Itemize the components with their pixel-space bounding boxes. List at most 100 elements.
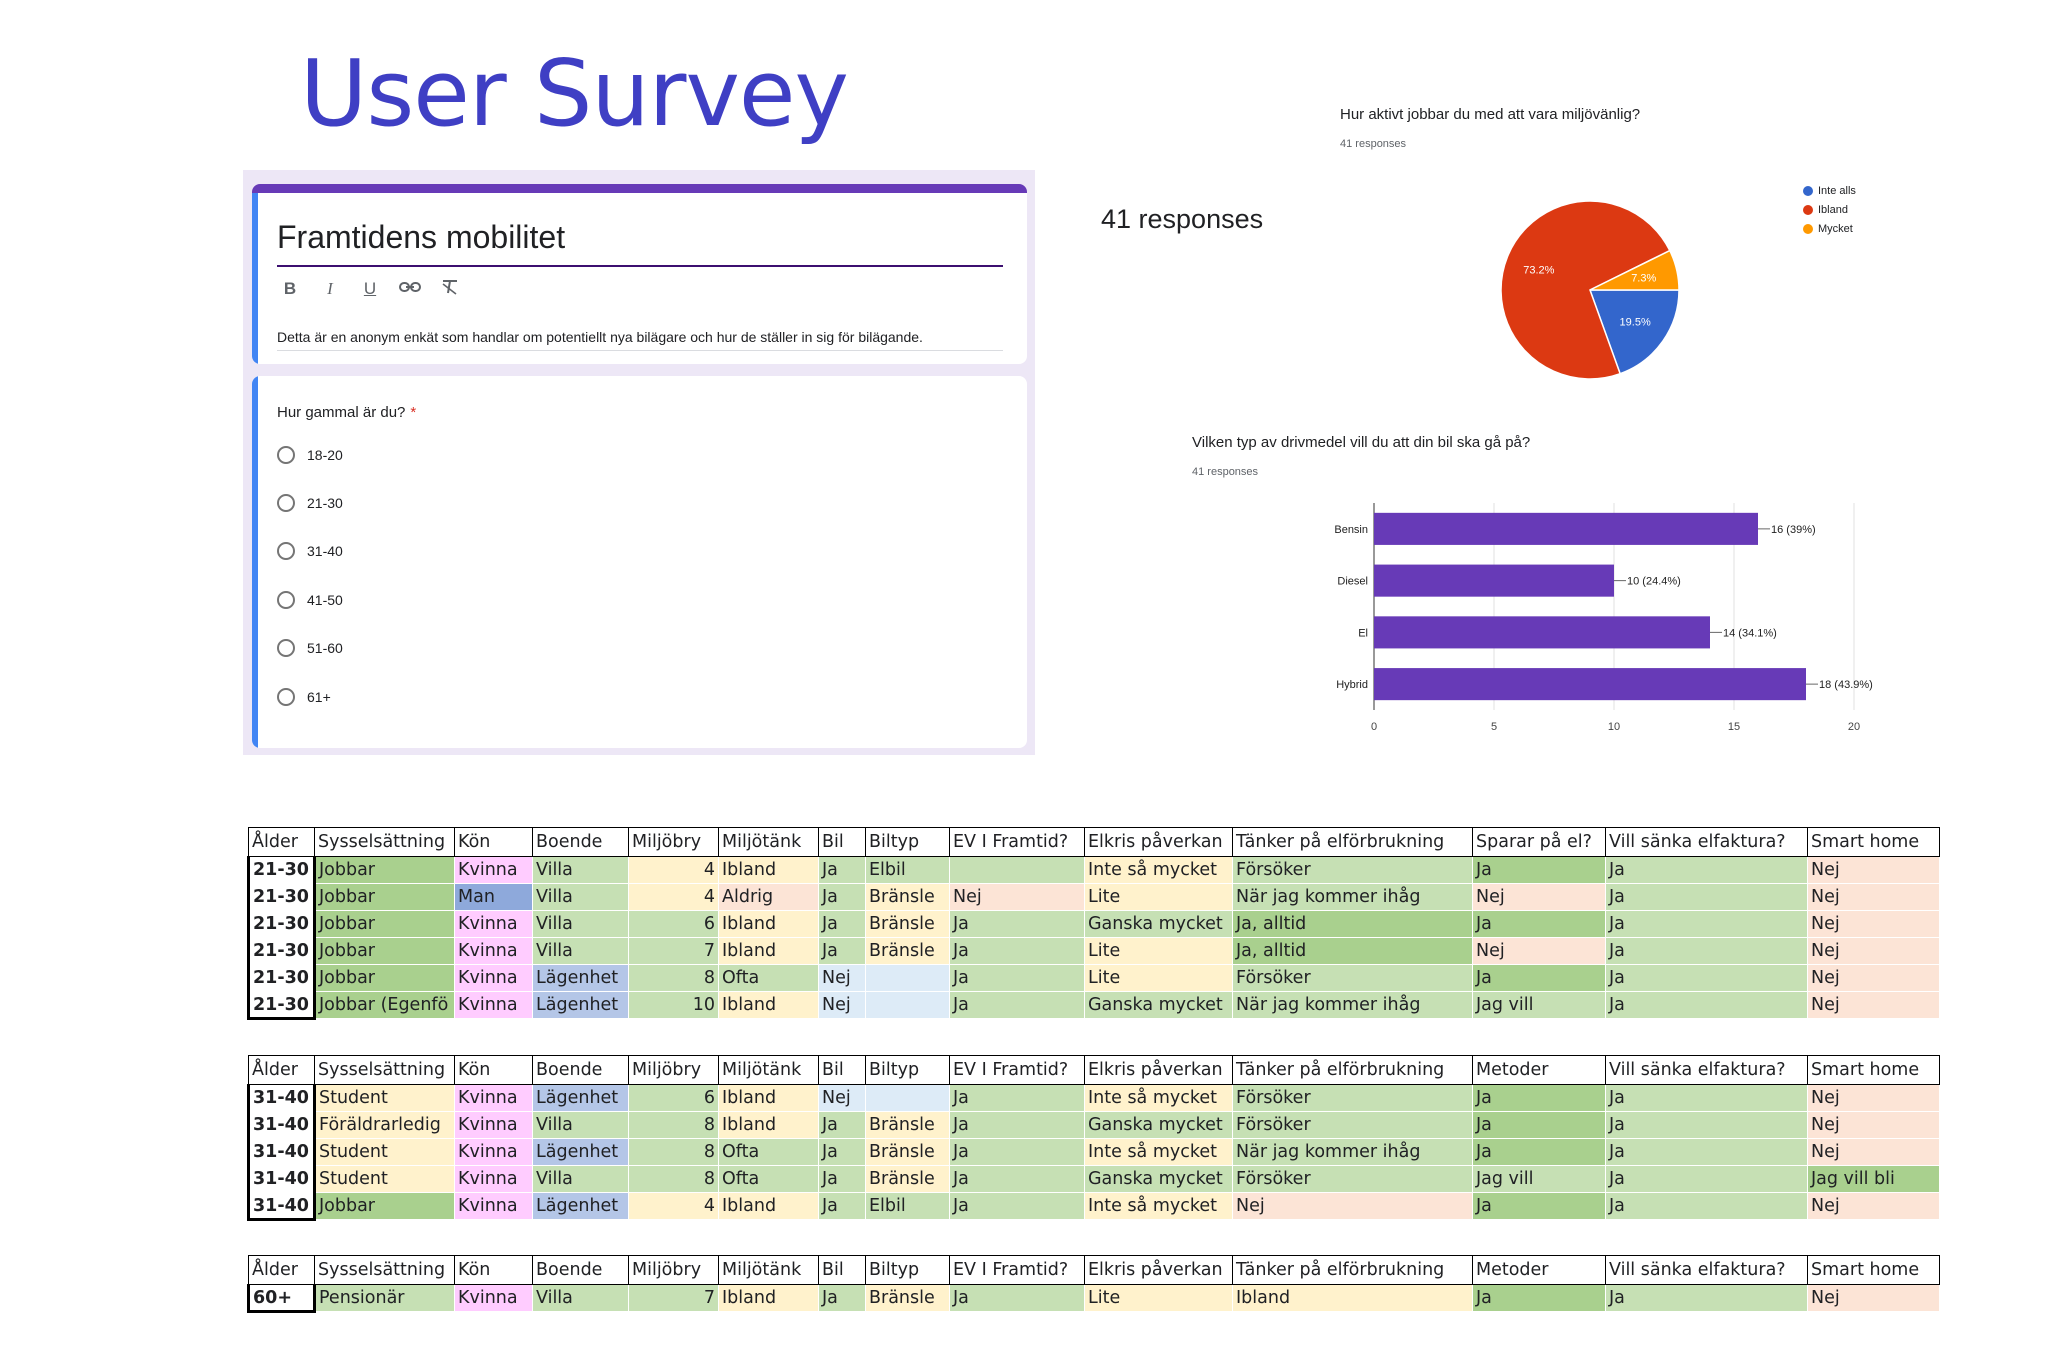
table-cell[interactable]: Ja	[1605, 883, 1808, 911]
table-cell[interactable]	[865, 1084, 950, 1112]
table-cell[interactable]: Elbil	[865, 856, 950, 884]
table-cell[interactable]: 7	[628, 1284, 719, 1312]
radio-icon[interactable]	[277, 446, 295, 464]
table-cell[interactable]: Lägenhet	[532, 964, 629, 992]
table-cell[interactable]: Ja	[818, 883, 866, 911]
table-cell[interactable]: Ganska mycket	[1084, 910, 1233, 938]
bold-icon[interactable]: B	[283, 279, 297, 298]
radio-icon[interactable]	[277, 639, 295, 657]
table-cell[interactable]: Ja	[1605, 1284, 1808, 1312]
table-cell[interactable]: Jobbar	[314, 1192, 455, 1220]
table-cell[interactable]: Kvinna	[454, 910, 533, 938]
form-title[interactable]: Framtidens mobilitet	[277, 219, 566, 255]
column-header[interactable]: EV I Framtid?	[949, 1055, 1085, 1085]
column-header[interactable]: Biltyp	[865, 1055, 950, 1085]
table-cell[interactable]: Ja	[1472, 1138, 1606, 1166]
column-header[interactable]: Tänker på elförbrukning	[1232, 1255, 1473, 1285]
table-cell[interactable]: Ja	[1472, 910, 1606, 938]
table-cell[interactable]: Nej	[1807, 991, 1940, 1019]
table-cell[interactable]: Ganska mycket	[1084, 1165, 1233, 1193]
column-header[interactable]: Sparar på el?	[1472, 827, 1606, 857]
table-cell[interactable]: Ja	[1605, 991, 1808, 1019]
table-cell[interactable]: Ja	[1472, 1192, 1606, 1220]
table-cell[interactable]: Jag vill	[1472, 991, 1606, 1019]
table-cell[interactable]: Ofta	[718, 1165, 819, 1193]
table-cell[interactable]: Jag vill	[1472, 1165, 1606, 1193]
table-cell[interactable]: Pensionär	[314, 1284, 455, 1312]
column-header[interactable]: Boende	[532, 1055, 629, 1085]
table-cell[interactable]: 6	[628, 1084, 719, 1112]
table-cell[interactable]: Lite	[1084, 964, 1233, 992]
table-cell[interactable]: Ja	[949, 991, 1085, 1019]
table-cell[interactable]: Ja	[949, 1284, 1085, 1312]
table-cell[interactable]: Jobbar	[314, 883, 455, 911]
column-header[interactable]: Ålder	[248, 1055, 315, 1085]
table-cell[interactable]: Inte så mycket	[1084, 1192, 1233, 1220]
option-61-plus[interactable]: 61+	[277, 688, 331, 706]
column-header[interactable]: Elkris påverkan	[1084, 1055, 1233, 1085]
table-cell[interactable]: Ja	[1605, 1084, 1808, 1112]
table-cell[interactable]: Kvinna	[454, 1192, 533, 1220]
table-cell[interactable]: Ja	[1472, 1111, 1606, 1139]
table-cell[interactable]: Ja	[818, 1192, 866, 1220]
table-cell[interactable]: Villa	[532, 883, 629, 911]
radio-icon[interactable]	[277, 542, 295, 560]
table-cell[interactable]: Kvinna	[454, 1165, 533, 1193]
table-cell[interactable]: Villa	[532, 910, 629, 938]
table-cell[interactable]: Bränsle	[865, 937, 950, 965]
table-cell[interactable]: Kvinna	[454, 964, 533, 992]
table-cell[interactable]: Bränsle	[865, 1111, 950, 1139]
table-cell[interactable]: Ja	[1605, 964, 1808, 992]
column-header[interactable]: Vill sänka elfaktura?	[1605, 1255, 1808, 1285]
table-cell[interactable]: Kvinna	[454, 937, 533, 965]
table-cell[interactable]: Ja	[949, 1138, 1085, 1166]
table-cell[interactable]: Jobbar (Egenfö	[314, 991, 455, 1019]
table-cell[interactable]: Ja	[949, 964, 1085, 992]
age-cell[interactable]: 21-30	[247, 937, 316, 965]
table-cell[interactable]: Ibland	[718, 910, 819, 938]
table-cell[interactable]: Nej	[1807, 1192, 1940, 1220]
column-header[interactable]: Elkris påverkan	[1084, 827, 1233, 857]
column-header[interactable]: Smart home	[1807, 827, 1940, 857]
radio-icon[interactable]	[277, 494, 295, 512]
italic-icon[interactable]: I	[327, 279, 333, 298]
table-cell[interactable]: Kvinna	[454, 1284, 533, 1312]
age-cell[interactable]: 21-30	[247, 991, 316, 1020]
table-cell[interactable]: Jobbar	[314, 910, 455, 938]
column-header[interactable]: Miljöbry	[628, 827, 719, 857]
table-cell[interactable]: Villa	[532, 856, 629, 884]
age-cell[interactable]: 31-40	[247, 1138, 316, 1166]
table-cell[interactable]: Ja	[949, 1192, 1085, 1220]
column-header[interactable]: Miljötänk	[718, 1055, 819, 1085]
table-cell[interactable]: Student	[314, 1165, 455, 1193]
column-header[interactable]: Sysselsättning	[314, 827, 455, 857]
table-cell[interactable]: Lite	[1084, 883, 1233, 911]
link-icon[interactable]	[397, 279, 423, 299]
table-cell[interactable]: 4	[628, 1192, 719, 1220]
table-cell[interactable]: 8	[628, 964, 719, 992]
table-cell[interactable]: Inte så mycket	[1084, 1138, 1233, 1166]
table-cell[interactable]: Ja	[1472, 1084, 1606, 1112]
column-header[interactable]: Miljötänk	[718, 827, 819, 857]
table-cell[interactable]: Ja	[818, 1165, 866, 1193]
age-cell[interactable]: 31-40	[247, 1111, 316, 1139]
table-cell[interactable]: 8	[628, 1165, 719, 1193]
table-cell[interactable]: Ibland	[718, 1084, 819, 1112]
table-cell[interactable]: Nej	[1807, 1111, 1940, 1139]
column-header[interactable]: Miljöbry	[628, 1255, 719, 1285]
table-cell[interactable]: Ja	[949, 910, 1085, 938]
option-18-20[interactable]: 18-20	[277, 446, 343, 464]
table-cell[interactable]: Ofta	[718, 1138, 819, 1166]
table-cell[interactable]	[865, 991, 950, 1019]
table-cell[interactable]: Ja	[818, 910, 866, 938]
table-cell[interactable]: Ja, alltid	[1232, 937, 1473, 965]
table-cell[interactable]: Inte så mycket	[1084, 856, 1233, 884]
table-cell[interactable]: Ganska mycket	[1084, 1111, 1233, 1139]
table-cell[interactable]: 7	[628, 937, 719, 965]
table-cell[interactable]: Nej	[1807, 937, 1940, 965]
table-cell[interactable]: Ibland	[718, 856, 819, 884]
table-cell[interactable]: Ja	[1605, 1165, 1808, 1193]
table-cell[interactable]: Ja	[949, 1111, 1085, 1139]
column-header[interactable]: Smart home	[1807, 1255, 1940, 1285]
table-cell[interactable]: Bränsle	[865, 1284, 950, 1312]
